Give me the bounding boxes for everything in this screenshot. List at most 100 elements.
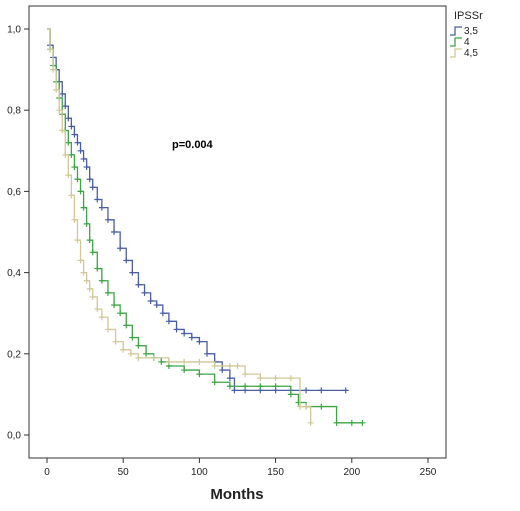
censor-mark — [348, 419, 355, 426]
censor-mark — [165, 358, 172, 365]
censor-mark — [104, 216, 111, 223]
y-tick-label: 0,8 — [7, 106, 21, 117]
censor-mark — [257, 383, 264, 390]
censor-mark — [47, 46, 54, 53]
censor-mark — [359, 419, 366, 426]
censor-mark — [104, 326, 111, 333]
censor-mark — [104, 289, 111, 296]
series-line-1 — [47, 28, 363, 424]
censor-mark — [181, 358, 188, 365]
censor-mark — [120, 346, 127, 353]
censor-mark — [296, 403, 303, 410]
censor-mark — [94, 265, 101, 272]
censor-mark — [234, 362, 241, 369]
censor-mark — [71, 164, 78, 171]
censor-mark — [188, 334, 195, 341]
censor-mark — [211, 379, 218, 386]
plot-frame — [28, 5, 447, 459]
x-tick-label: 0 — [44, 467, 50, 478]
censor-mark — [112, 338, 119, 345]
censor-mark — [242, 371, 249, 378]
censor-mark — [135, 281, 142, 288]
censor-mark — [89, 249, 96, 256]
x-tick-label: 100 — [191, 467, 208, 478]
censor-mark — [226, 362, 233, 369]
legend: IPSSr 3,544,5 — [450, 10, 483, 59]
censor-mark — [80, 204, 87, 211]
censor-mark — [127, 350, 134, 357]
censor-mark — [204, 350, 211, 357]
censor-mark — [333, 419, 340, 426]
censor-mark — [272, 383, 279, 390]
censor-mark — [77, 188, 84, 195]
censor-mark — [62, 103, 69, 110]
legend-swatch — [450, 37, 462, 47]
y-tick-label: 0,0 — [7, 431, 21, 442]
x-tick-label: 200 — [343, 467, 360, 478]
y-tick-label: 0,6 — [7, 187, 21, 198]
x-tick-label: 250 — [420, 467, 437, 478]
series-layer — [47, 28, 366, 426]
censor-mark — [153, 302, 160, 309]
censor-mark — [86, 285, 93, 292]
censor-mark — [231, 387, 238, 394]
censor-mark — [342, 387, 349, 394]
censor-mark — [135, 342, 142, 349]
censor-mark — [59, 127, 66, 134]
censor-mark — [68, 151, 75, 158]
censor-mark — [74, 139, 81, 146]
censor-mark — [196, 338, 203, 345]
legend-swatch — [450, 26, 462, 36]
censor-mark — [287, 391, 294, 398]
censor-mark — [159, 310, 166, 317]
legend-label: 4,5 — [464, 48, 478, 59]
legend-swatch — [450, 48, 462, 58]
x-tick-label: 50 — [118, 467, 130, 478]
legend-label: 3,5 — [464, 26, 478, 37]
y-axis: 0,0 0,2 0,4 0,6 0,8 1,0 — [7, 25, 29, 442]
censor-mark — [123, 257, 130, 264]
censor-mark — [83, 277, 90, 284]
censor-mark — [123, 322, 130, 329]
p-value-annotation: p=0.004 — [172, 139, 214, 151]
censor-mark — [68, 192, 75, 199]
series-line-0 — [47, 28, 346, 391]
x-axis: 0 50 100 150 200 250 — [44, 458, 437, 478]
x-tick-label: 150 — [267, 467, 284, 478]
censor-mark — [307, 419, 314, 426]
censor-mark — [71, 131, 78, 138]
censor-mark — [226, 375, 233, 382]
censor-mark — [65, 115, 72, 122]
censor-mark — [158, 358, 165, 365]
censor-mark — [83, 220, 90, 227]
censor-mark — [287, 375, 294, 382]
legend-label: 4 — [464, 37, 470, 48]
censor-mark — [65, 139, 72, 146]
censor-mark — [196, 371, 203, 378]
censor-mark — [173, 326, 180, 333]
censor-mark — [77, 257, 84, 264]
censor-mark — [272, 375, 279, 382]
censor-mark — [89, 293, 96, 300]
x-axis-label: Months — [210, 486, 263, 503]
censor-mark — [56, 107, 63, 114]
censor-mark — [65, 172, 72, 179]
censor-mark — [141, 289, 148, 296]
censor-mark — [98, 204, 105, 211]
censor-mark — [129, 334, 136, 341]
censor-mark — [98, 277, 105, 284]
censor-mark — [165, 318, 172, 325]
censor-mark — [181, 330, 188, 337]
censor-mark — [86, 237, 93, 244]
censor-mark — [68, 123, 75, 130]
censor-mark — [94, 306, 101, 313]
censor-mark — [62, 151, 69, 158]
censor-mark — [318, 403, 325, 410]
censor-mark — [147, 298, 154, 305]
censor-mark — [150, 354, 157, 361]
censor-mark — [181, 367, 188, 374]
censor-mark — [117, 245, 124, 252]
censor-mark — [257, 375, 264, 382]
censor-mark — [89, 184, 96, 191]
